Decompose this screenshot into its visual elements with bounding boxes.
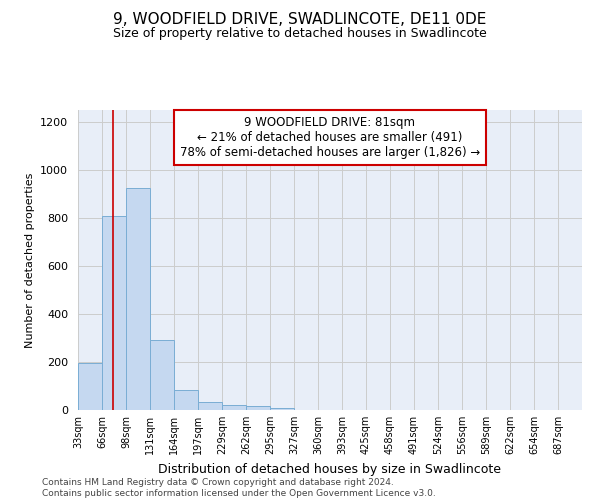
Bar <box>246 406 270 410</box>
Bar <box>150 340 174 410</box>
X-axis label: Distribution of detached houses by size in Swadlincote: Distribution of detached houses by size … <box>158 462 502 475</box>
Text: 9 WOODFIELD DRIVE: 81sqm
← 21% of detached houses are smaller (491)
78% of semi-: 9 WOODFIELD DRIVE: 81sqm ← 21% of detach… <box>180 116 480 159</box>
Bar <box>126 188 150 410</box>
Text: 9, WOODFIELD DRIVE, SWADLINCOTE, DE11 0DE: 9, WOODFIELD DRIVE, SWADLINCOTE, DE11 0D… <box>113 12 487 28</box>
Text: Size of property relative to detached houses in Swadlincote: Size of property relative to detached ho… <box>113 28 487 40</box>
Bar <box>102 216 126 410</box>
Bar <box>222 405 246 410</box>
Bar <box>78 363 102 410</box>
Y-axis label: Number of detached properties: Number of detached properties <box>25 172 35 348</box>
Text: Contains HM Land Registry data © Crown copyright and database right 2024.
Contai: Contains HM Land Registry data © Crown c… <box>42 478 436 498</box>
Bar <box>198 402 222 410</box>
Bar <box>270 408 294 410</box>
Bar <box>174 390 198 410</box>
